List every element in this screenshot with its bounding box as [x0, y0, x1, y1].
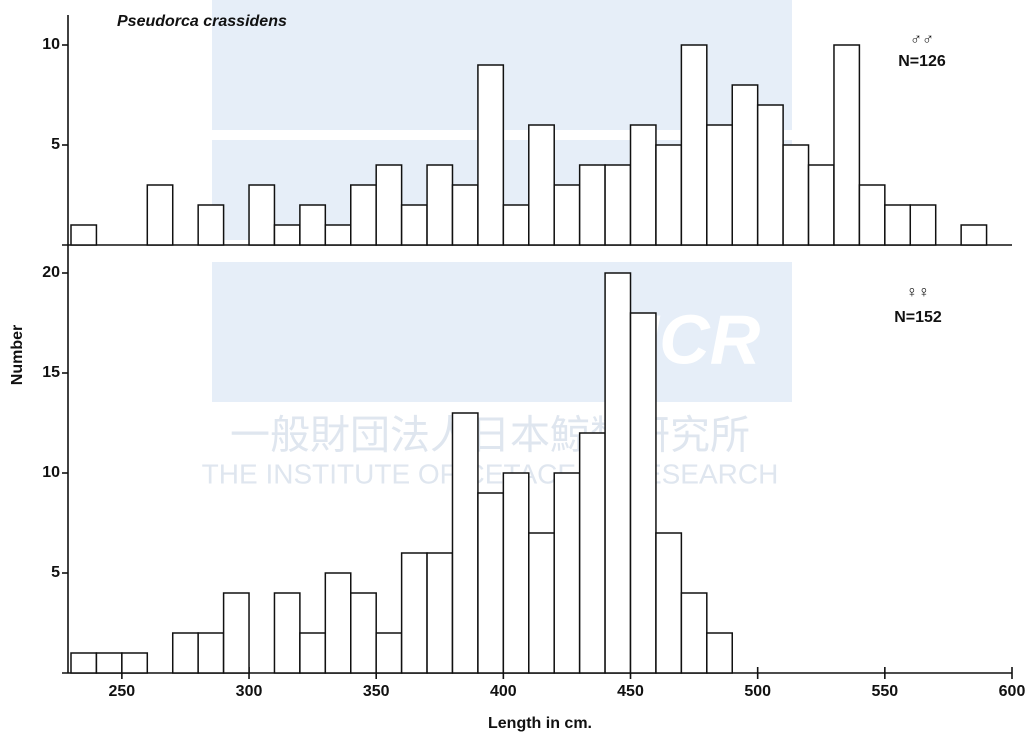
bar — [477, 492, 505, 674]
bar — [350, 592, 377, 674]
bar — [909, 204, 937, 246]
y-tick-label: 15 — [42, 364, 60, 381]
bar — [528, 124, 555, 246]
x-axis-label: Length in cm. — [488, 715, 592, 732]
x-tick-label: 250 — [109, 683, 136, 700]
x-tick-label: 600 — [999, 683, 1026, 700]
bar — [578, 432, 606, 674]
bar — [807, 164, 835, 246]
bar — [553, 184, 581, 246]
bar — [451, 184, 479, 246]
bar — [655, 144, 683, 246]
x-tick-label: 300 — [236, 683, 263, 700]
y-tick-label: 10 — [42, 464, 60, 481]
bar — [451, 412, 479, 674]
x-tick-label: 550 — [871, 683, 898, 700]
n-label: N=152 — [894, 309, 942, 326]
bar — [248, 184, 276, 246]
bar — [400, 204, 428, 246]
bar — [680, 44, 708, 246]
bar — [171, 632, 199, 674]
y-tick-label: 5 — [51, 136, 60, 153]
bar — [604, 272, 632, 674]
bar — [375, 164, 403, 246]
bar — [502, 472, 530, 674]
bar — [782, 144, 810, 246]
bar — [756, 104, 784, 246]
group-label: ♀♀ — [906, 284, 930, 301]
bar — [324, 224, 352, 246]
y-tick-label: 20 — [42, 264, 60, 281]
bar — [121, 652, 149, 674]
y-tick-label: 10 — [42, 36, 60, 53]
bar — [299, 632, 327, 674]
watermark-english: THE INSTITUTE OF CETACEAN RESEARCH — [202, 458, 779, 489]
bar — [553, 472, 581, 674]
group-label: ♂♂ — [910, 31, 934, 48]
bar — [858, 184, 886, 246]
bar — [629, 312, 657, 674]
bar — [960, 224, 988, 246]
bar — [146, 184, 174, 246]
bar — [299, 204, 327, 246]
bar — [477, 64, 505, 246]
bar — [629, 124, 657, 246]
bar — [680, 592, 708, 674]
bar — [502, 204, 530, 246]
x-tick-label: 500 — [744, 683, 771, 700]
x-tick-label: 450 — [617, 683, 644, 700]
y-tick-label: 5 — [51, 564, 60, 581]
bar — [222, 592, 250, 674]
bar — [95, 652, 123, 674]
bar — [426, 164, 454, 246]
bar — [426, 552, 454, 674]
y-axis-label: Number — [9, 325, 26, 385]
bar — [375, 632, 403, 674]
x-tick-label: 400 — [490, 683, 517, 700]
bar — [731, 84, 759, 246]
bar — [833, 44, 861, 246]
chart-title: Pseudorca crassidens — [117, 13, 287, 30]
bar — [197, 632, 225, 674]
n-label: N=126 — [898, 53, 946, 70]
watermark-japanese: 一般財団法人日本鯨類研究所 — [230, 414, 750, 458]
bar — [884, 204, 912, 246]
bar — [528, 532, 555, 674]
bar — [273, 224, 301, 246]
bar — [197, 204, 225, 246]
bar — [655, 532, 683, 674]
bar — [273, 592, 301, 674]
bar — [400, 552, 428, 674]
bar — [706, 124, 733, 246]
x-tick-label: 350 — [363, 683, 390, 700]
bar — [324, 572, 352, 674]
bar — [578, 164, 606, 246]
bar — [350, 184, 377, 246]
watermark-logo: ICR — [640, 300, 761, 378]
bar — [70, 652, 98, 674]
watermark-band — [212, 262, 792, 402]
bar — [70, 224, 98, 246]
bar — [604, 164, 632, 246]
bar — [706, 632, 733, 674]
